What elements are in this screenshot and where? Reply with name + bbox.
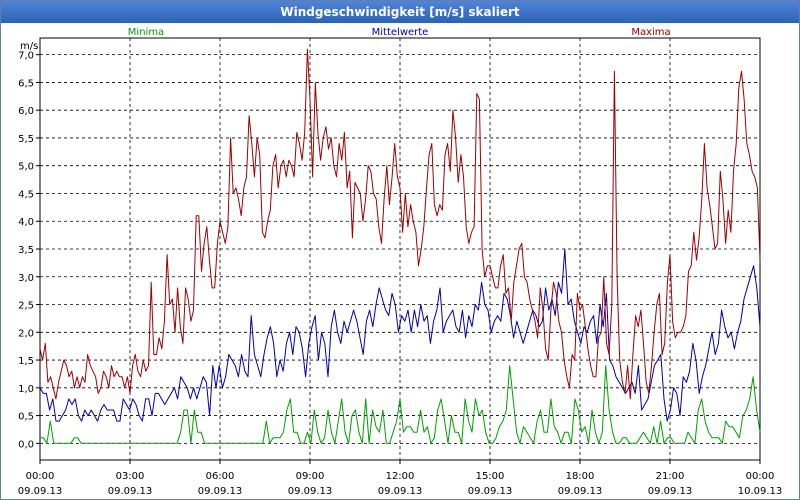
x-tick-date-label: 09.09.13 (378, 486, 423, 497)
y-tick-label: 4,0 (18, 217, 34, 228)
legend-minima: Minima (128, 27, 164, 38)
x-tick-date-label: 09.09.13 (198, 486, 243, 497)
chart-axes (36, 37, 761, 464)
x-tick-time-label: 15:00 (476, 471, 505, 482)
x-tick-time-label: 03:00 (116, 471, 145, 482)
x-tick-date-label: 09.09.13 (288, 486, 333, 497)
x-tick-date-label: 09.09.13 (468, 486, 513, 497)
x-tick-time-label: 21:00 (656, 471, 685, 482)
y-axis-unit: m/s (20, 41, 38, 52)
chart-labels: 0,0 0,5 1,0 1,5 2,0 2,5 3,0 3,5 4,0 4,5 5,0 5,5 6,0 6… (18, 27, 783, 497)
y-tick-label: 5,5 (18, 134, 34, 145)
series-layer (39, 48, 761, 444)
y-tick-label: 2,0 (18, 328, 34, 339)
x-tick-time-label: 06:00 (206, 471, 235, 482)
y-tick-label: 7,0 (18, 51, 34, 62)
y-tick-label: 3,5 (18, 245, 34, 256)
series-line-mittelwerte (39, 248, 761, 422)
x-tick-date-label: 09.09.13 (558, 486, 603, 497)
series-line-maxima (39, 48, 761, 400)
y-tick-label: 6,5 (18, 78, 34, 89)
legend-mittelwerte: Mittelwerte (372, 27, 429, 38)
x-tick-date-label: 09.09.13 (108, 486, 153, 497)
y-tick-label: 1,0 (18, 384, 34, 395)
chart-grid (40, 38, 760, 460)
x-tick-time-label: 09:00 (296, 471, 325, 482)
y-tick-label: 0,0 (18, 439, 34, 450)
x-tick-time-label: 00:00 (746, 471, 775, 482)
y-tick-label: 3,0 (18, 273, 34, 284)
x-tick-date-label: 10.09.13 (738, 486, 783, 497)
y-tick-label: 1,5 (18, 356, 34, 367)
y-tick-label: 2,5 (18, 301, 34, 312)
y-tick-label: 4,5 (18, 189, 34, 200)
series-line-minima (40, 365, 761, 444)
x-tick-time-label: 12:00 (386, 471, 415, 482)
y-tick-label: 5,0 (18, 162, 34, 173)
chart-title: Windgeschwindigkeit [m/s] skaliert (1, 1, 799, 23)
x-tick-time-label: 18:00 (566, 471, 595, 482)
x-tick-date-label: 09.09.13 (648, 486, 693, 497)
x-tick-time-label: 00:00 (26, 471, 55, 482)
x-tick-date-label: 09.09.13 (18, 486, 63, 497)
y-tick-label: 0,5 (18, 412, 34, 423)
y-tick-label: 6,0 (18, 106, 34, 117)
legend-maxima: Maxima (631, 27, 670, 38)
